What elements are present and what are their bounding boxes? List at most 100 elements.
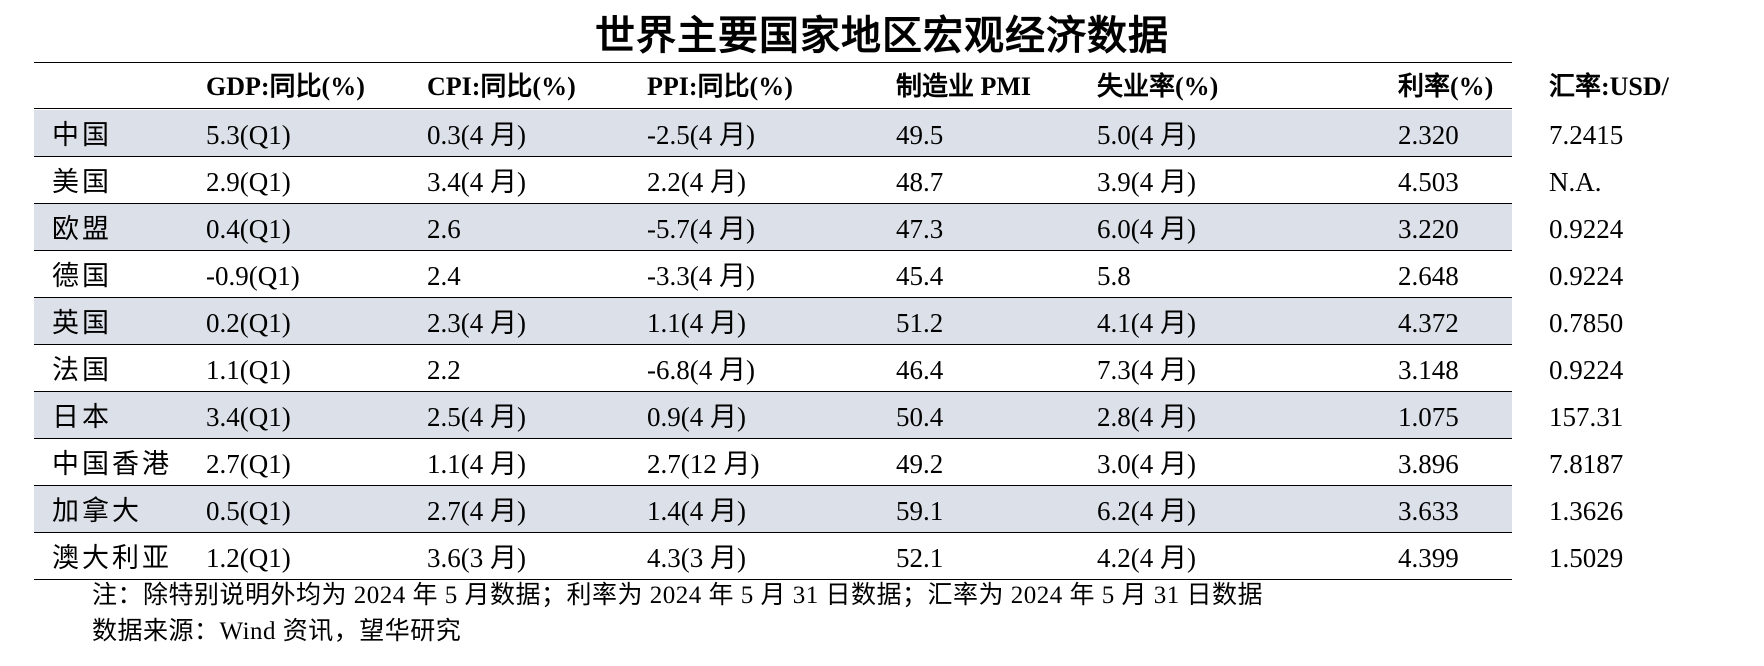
interest-rate-cell: 3.896 [1398, 449, 1459, 479]
interest-rate-cell: 4.503 [1398, 167, 1459, 197]
unemployment-cell: 6.2(4 月) [1097, 496, 1196, 526]
exchange-rate-cell: 157.31 [1549, 402, 1624, 432]
note-text: 注：除特别说明外均为 2024 年 5 月数据；利率为 2024 年 5 月 3… [92, 582, 1264, 609]
pmi-cell: 49.5 [896, 120, 944, 150]
cpi-cell: 2.4 [427, 261, 461, 291]
exchange-rate-cell: 0.7850 [1549, 308, 1624, 338]
header-exchange-rate: 汇率:USD/ [1549, 72, 1669, 101]
ppi-cell: -5.7(4 月) [647, 214, 755, 244]
header-pmi: 制造业 PMI [896, 72, 1032, 101]
unemployment-cell: 5.0(4 月) [1097, 120, 1196, 150]
ppi-cell: 4.3(3 月) [647, 543, 746, 573]
region-cell: 美国 [52, 167, 112, 197]
notes-block: 注：除特别说明外均为 2024 年 5 月数据；利率为 2024 年 5 月 3… [92, 578, 1592, 650]
pmi-cell: 47.3 [896, 214, 944, 244]
cpi-cell: 2.5(4 月) [427, 402, 526, 432]
cpi-cell: 3.4(4 月) [427, 167, 526, 197]
region-cell: 法国 [52, 355, 112, 385]
interest-rate-cell: 3.633 [1398, 496, 1459, 526]
region-cell: 欧盟 [52, 214, 112, 244]
header-unemployment: 失业率(%) [1097, 72, 1219, 101]
header-interest-rate: 利率(%) [1398, 72, 1494, 101]
unemployment-cell: 4.1(4 月) [1097, 308, 1196, 338]
cpi-cell: 1.1(4 月) [427, 449, 526, 479]
gdp-cell: 2.7(Q1) [206, 449, 291, 479]
pmi-cell: 52.1 [896, 543, 944, 573]
ppi-cell: 1.1(4 月) [647, 308, 746, 338]
cpi-cell: 2.7(4 月) [427, 496, 526, 526]
gdp-cell: 0.2(Q1) [206, 308, 291, 338]
ppi-cell: -2.5(4 月) [647, 120, 755, 150]
gdp-cell: 0.4(Q1) [206, 214, 291, 244]
exchange-rate-cell: 1.5029 [1549, 543, 1624, 573]
ppi-cell: 1.4(4 月) [647, 496, 746, 526]
exchange-rate-cell: 1.3626 [1549, 496, 1624, 526]
table-body: 中国 5.3(Q1) 0.3(4 月) -2.5(4 月) 49.5 5.0(4 月) 2.… [34, 110, 1623, 580]
ppi-cell: 0.9(4 月) [647, 402, 746, 432]
pmi-cell: 59.1 [896, 496, 944, 526]
pmi-cell: 51.2 [896, 308, 944, 338]
pmi-cell: 49.2 [896, 449, 944, 479]
interest-rate-cell: 3.148 [1398, 355, 1459, 385]
table-row: 加拿大 0.5(Q1) 2.7(4 月) 1.4(4 月) 59.1 6.2(4 月) 3.… [34, 486, 1623, 533]
exchange-rate-cell: 7.8187 [1549, 449, 1624, 479]
region-cell: 英国 [52, 308, 112, 338]
gdp-cell: 5.3(Q1) [206, 120, 291, 150]
gdp-cell: 0.5(Q1) [206, 496, 291, 526]
region-cell: 中国 [52, 120, 112, 150]
header-gdp: GDP:同比(%) [206, 72, 365, 101]
header-ppi: PPI:同比(%) [647, 72, 793, 101]
gdp-cell: 3.4(Q1) [206, 402, 291, 432]
pmi-cell: 45.4 [896, 261, 944, 291]
interest-rate-cell: 4.372 [1398, 308, 1459, 338]
exchange-rate-cell: 0.9224 [1549, 261, 1624, 291]
region-cell: 澳大利亚 [52, 543, 172, 573]
cpi-cell: 0.3(4 月) [427, 120, 526, 150]
region-cell: 日本 [52, 402, 112, 432]
table-row: 中国香港 2.7(Q1) 1.1(4 月) 2.7(12 月) 49.2 3.0(4 月)… [34, 439, 1623, 486]
cpi-cell: 2.6 [427, 214, 461, 244]
ppi-cell: -3.3(4 月) [647, 261, 755, 291]
pmi-cell: 48.7 [896, 167, 944, 197]
table-header-row: GDP:同比(%) CPI:同比(%) PPI:同比(%) 制造业 PMI 失业… [34, 65, 1669, 109]
interest-rate-cell: 2.648 [1398, 261, 1459, 291]
cpi-cell: 2.2 [427, 355, 461, 385]
ppi-cell: 2.2(4 月) [647, 167, 746, 197]
table-row: 中国 5.3(Q1) 0.3(4 月) -2.5(4 月) 49.5 5.0(4 月) 2.… [34, 110, 1623, 157]
interest-rate-cell: 3.220 [1398, 214, 1459, 244]
unemployment-cell: 4.2(4 月) [1097, 543, 1196, 573]
cpi-cell: 3.6(3 月) [427, 543, 526, 573]
table-row: 欧盟 0.4(Q1) 2.6 -5.7(4 月) 47.3 6.0(4 月) 3.220 0.… [34, 204, 1623, 251]
cpi-cell: 2.3(4 月) [427, 308, 526, 338]
header-cpi: CPI:同比(%) [427, 72, 576, 101]
region-cell: 中国香港 [52, 449, 172, 479]
table-row: 法国 1.1(Q1) 2.2 -6.8(4 月) 46.4 7.3(4 月) 3.148 0.… [34, 345, 1623, 392]
interest-rate-cell: 4.399 [1398, 543, 1459, 573]
unemployment-cell: 6.0(4 月) [1097, 214, 1196, 244]
table-row: 英国 0.2(Q1) 2.3(4 月) 1.1(4 月) 51.2 4.1(4 月) 4.3… [34, 298, 1623, 345]
interest-rate-cell: 2.320 [1398, 120, 1459, 150]
header-rule [34, 108, 1512, 109]
ppi-cell: 2.7(12 月) [647, 449, 760, 479]
gdp-cell: 1.2(Q1) [206, 543, 291, 573]
exchange-rate-cell: 0.9224 [1549, 355, 1624, 385]
table-row: 德国 -0.9(Q1) 2.4 -3.3(4 月) 45.4 5.8 2.648 0.9224 [34, 251, 1623, 298]
region-cell: 加拿大 [52, 496, 142, 526]
gdp-cell: 2.9(Q1) [206, 167, 291, 197]
table-row: 澳大利亚 1.2(Q1) 3.6(3 月) 4.3(3 月) 52.1 4.2(4 月) 4… [34, 533, 1623, 580]
exchange-rate-cell: 7.2415 [1549, 120, 1624, 150]
exchange-rate-cell: 0.9224 [1549, 214, 1624, 244]
unemployment-cell: 7.3(4 月) [1097, 355, 1196, 385]
unemployment-cell: 2.8(4 月) [1097, 402, 1196, 432]
pmi-cell: 46.4 [896, 355, 944, 385]
gdp-cell: -0.9(Q1) [206, 261, 300, 291]
gdp-cell: 1.1(Q1) [206, 355, 291, 385]
pmi-cell: 50.4 [896, 402, 944, 432]
exchange-rate-cell: N.A. [1549, 167, 1602, 197]
region-cell: 德国 [52, 261, 112, 291]
unemployment-cell: 3.9(4 月) [1097, 167, 1196, 197]
table-title: 世界主要国家地区宏观经济数据 [595, 13, 1169, 58]
source-text: 数据来源：Wind 资讯，望华研究 [92, 618, 462, 645]
interest-rate-cell: 1.075 [1398, 402, 1459, 432]
table-row: 美国 2.9(Q1) 3.4(4 月) 2.2(4 月) 48.7 3.9(4 月) 4.5… [34, 157, 1602, 204]
